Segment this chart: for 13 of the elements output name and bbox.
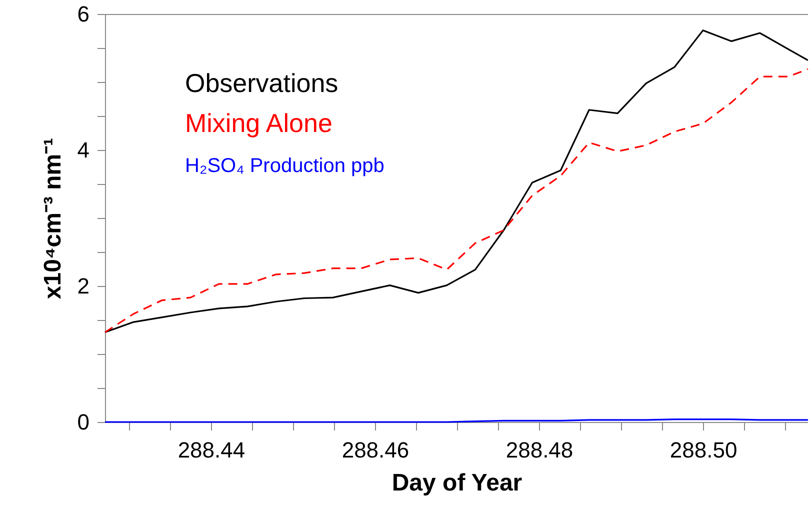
x-tick-label: 288.44 [178, 438, 246, 462]
x-tick-label: 288.50 [670, 438, 738, 462]
x-axis-title: Day of Year [392, 470, 522, 496]
text: Mixing Alone [185, 108, 332, 138]
y-tick-label: 6 [77, 2, 90, 26]
x-tick-label: 288.48 [506, 438, 574, 462]
text: Observations [185, 68, 338, 98]
x-tick-label: 288.46 [342, 438, 410, 462]
y-axis-title: x10⁴cm⁻³ nm⁻¹ [39, 138, 66, 300]
text: H₂SO₄ Production ppb [185, 155, 384, 177]
y-tick-label: 4 [77, 138, 90, 162]
y-tick-label: 0 [77, 410, 90, 434]
y-tick-label: 2 [77, 274, 90, 298]
